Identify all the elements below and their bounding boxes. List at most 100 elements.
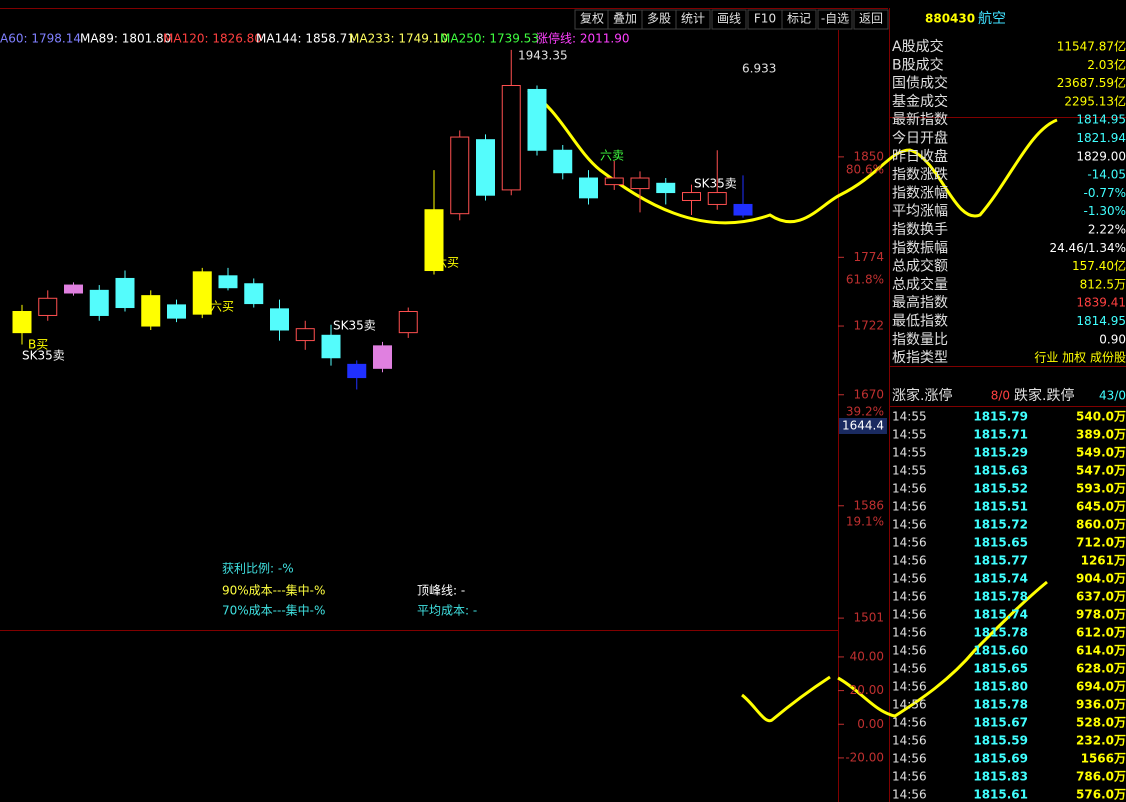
stat-value: -0.77% <box>1084 186 1126 200</box>
stat-value: 1829.00 <box>1076 149 1126 163</box>
tape-volume: 614.0万 <box>1076 644 1126 658</box>
toolbar-label[interactable]: 返回 <box>859 12 883 26</box>
stat-label: 指数涨幅 <box>892 185 948 201</box>
stat-value: 1839.41 <box>1076 296 1126 310</box>
stat-value: 1814.95 <box>1076 113 1126 127</box>
sub-tick-label: 20.00 <box>850 683 884 697</box>
toolbar-label[interactable]: 标记 <box>787 12 811 26</box>
tape-time: 14:56 <box>892 662 927 676</box>
tape-price: 1815.78 <box>973 698 1028 712</box>
chip-info: 顶峰线: - <box>417 584 465 598</box>
stat-value: 2.22% <box>1088 223 1126 237</box>
hand-drawing <box>741 580 1048 723</box>
candle-body <box>733 203 753 216</box>
toolbar-label[interactable]: F10 <box>754 12 776 26</box>
tape-time: 14:56 <box>892 770 927 784</box>
annotation: 六买 <box>435 256 459 270</box>
stat-value: -1.30% <box>1084 204 1126 218</box>
stat-value: 11547.87亿 <box>1057 39 1126 54</box>
tape-volume: 1261万 <box>1081 554 1126 568</box>
tape-time: 14:56 <box>892 626 927 640</box>
annotation: SK35卖 <box>333 319 376 333</box>
chip-info: 70%成本---集中-% <box>222 603 325 618</box>
tape-price: 1815.71 <box>973 428 1028 442</box>
candle-body <box>270 308 289 331</box>
toolbar-label[interactable]: 多股 <box>647 12 671 26</box>
breadth: 43/0 <box>1099 389 1126 403</box>
toolbar-button[interactable] <box>817 9 853 30</box>
tape-volume: 637.0万 <box>1076 590 1126 604</box>
tape-time: 14:55 <box>892 446 927 460</box>
tape-time: 14:55 <box>892 428 927 442</box>
stat-value: 0.90 <box>1099 332 1126 346</box>
pct-label: 19.1% <box>846 515 884 529</box>
tape-volume: 786.0万 <box>1076 770 1126 784</box>
tape-time: 14:56 <box>892 536 927 550</box>
toolbar-label[interactable]: 复权 <box>580 12 604 26</box>
ma-legend: MA250: 1739.53 <box>440 32 539 46</box>
tape-time: 14:56 <box>892 698 927 712</box>
stat-label: 最高指数 <box>892 294 948 311</box>
stat-value: -14.05 <box>1087 168 1126 182</box>
stat-label: 指数换手 <box>892 221 948 238</box>
toolbar-label[interactable]: 统计 <box>681 12 705 26</box>
stat-label: 今日开盘 <box>892 130 948 147</box>
tape-price: 1815.65 <box>973 536 1028 550</box>
candle-body <box>167 304 186 319</box>
toolbar-label[interactable]: 画线 <box>717 12 741 26</box>
tape-price: 1815.83 <box>973 770 1028 784</box>
candle-body <box>604 177 624 186</box>
annotation: 1943.35 <box>518 49 568 63</box>
tape-price: 1815.80 <box>973 680 1028 694</box>
tape-volume: 232.0万 <box>1076 734 1126 748</box>
tape-time: 14:56 <box>892 590 927 604</box>
toolbar-button[interactable] <box>781 9 817 30</box>
stat-label: 最低指数 <box>892 314 948 330</box>
stat-value: 2.03亿 <box>1087 57 1126 72</box>
pct-label: 61.8% <box>846 273 884 287</box>
tape-time: 14:56 <box>892 752 927 766</box>
price-tick-label: 1586 <box>853 498 884 512</box>
toolbar-button[interactable] <box>853 9 889 30</box>
stat-label: B股成交 <box>892 56 944 73</box>
toolbar-button[interactable] <box>711 9 747 30</box>
tape-price: 1815.29 <box>973 446 1028 460</box>
tape-price: 1815.65 <box>973 662 1028 676</box>
toolbar-label[interactable]: -自选 <box>821 12 849 26</box>
candle-body <box>38 297 58 316</box>
tape-price: 1815.78 <box>973 590 1028 604</box>
candle-body <box>630 177 650 190</box>
tape-price: 1815.79 <box>973 410 1028 424</box>
tape-time: 14:56 <box>892 680 927 694</box>
tape-time: 14:56 <box>892 518 927 532</box>
candle-body <box>476 139 495 196</box>
tape-volume: 612.0万 <box>1076 626 1126 640</box>
tape-volume: 645.0万 <box>1076 500 1126 514</box>
chip-info: 90%成本---集中-% <box>222 583 325 598</box>
tape-volume: 1566万 <box>1081 752 1126 766</box>
tape-price: 1815.63 <box>973 464 1028 478</box>
annotation: 6.933 <box>742 62 776 76</box>
toolbar-label[interactable]: 叠加 <box>613 12 637 26</box>
pct-label: 80.6% <box>846 163 884 177</box>
tape-time: 14:56 <box>892 572 927 586</box>
stat-label: 总成交量 <box>892 276 948 293</box>
tape-price: 1815.78 <box>973 626 1028 640</box>
pct-label: 39.2% <box>846 405 884 419</box>
stat-label: 昨日收盘 <box>892 148 948 165</box>
tape-time: 14:56 <box>892 788 927 802</box>
candle-body <box>64 284 83 294</box>
tape-time: 14:55 <box>892 464 927 478</box>
tape-price: 1815.77 <box>973 554 1028 568</box>
tape-volume: 549.0万 <box>1076 446 1126 460</box>
sub-tick-label: -20.00 <box>845 750 884 764</box>
annotation: B买 <box>28 338 48 352</box>
sub-tick-label: 40.00 <box>850 649 884 663</box>
ma-legend: MA233: 1749.10 <box>349 32 448 46</box>
tape-price: 1815.61 <box>973 788 1028 802</box>
tape-price: 1815.52 <box>973 482 1028 496</box>
tape-time: 14:55 <box>892 410 927 424</box>
hand-drawing <box>527 88 1058 225</box>
tape-volume: 904.0万 <box>1076 572 1126 586</box>
toolbar-button[interactable] <box>675 9 711 30</box>
